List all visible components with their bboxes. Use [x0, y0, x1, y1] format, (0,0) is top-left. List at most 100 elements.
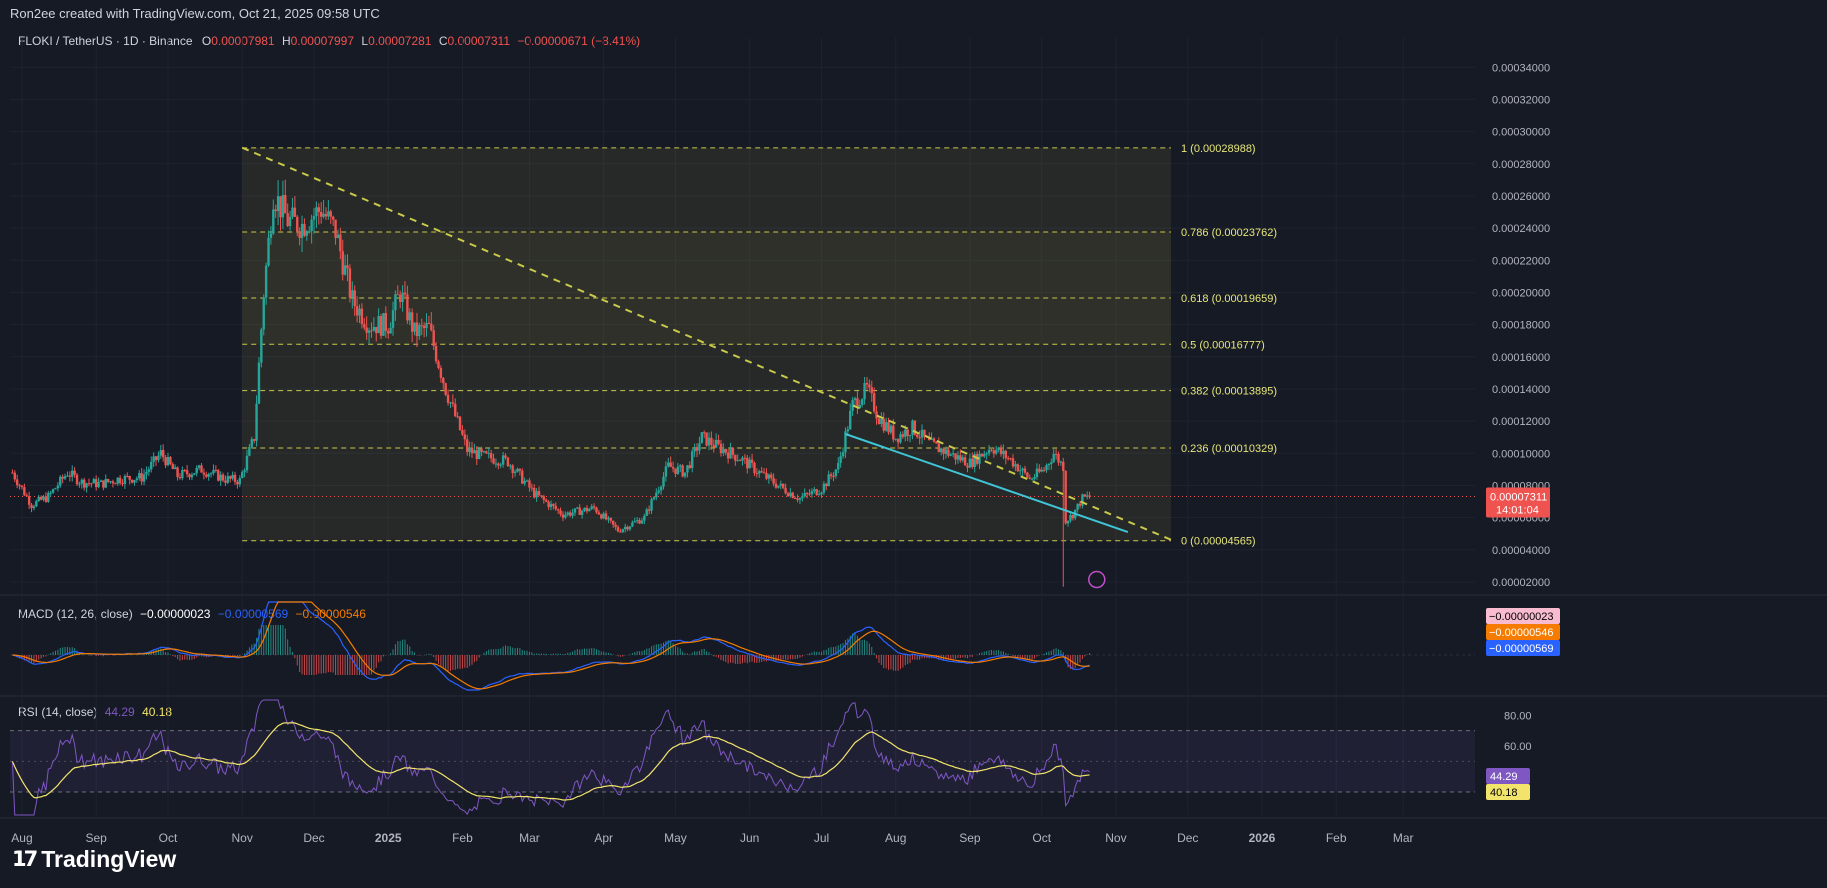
candle-body — [714, 439, 718, 448]
candle-body — [676, 466, 680, 474]
candle-body — [750, 459, 754, 463]
rsi-title[interactable]: RSI (14, close) — [18, 705, 98, 719]
candle-body — [743, 457, 747, 459]
candle-body — [90, 483, 93, 485]
candle-body — [401, 292, 404, 302]
candle-body — [54, 488, 57, 490]
tradingview-brand[interactable]: 𝟭𝟳 TradingView — [12, 846, 176, 873]
candle-body — [908, 435, 912, 437]
candle-body — [568, 512, 572, 516]
candle-body — [212, 469, 215, 474]
candle-body — [643, 515, 646, 521]
candle-body — [114, 483, 117, 485]
candle-body — [635, 520, 639, 522]
candle-body — [37, 496, 40, 501]
candle-body — [707, 437, 711, 446]
candle-body — [793, 497, 797, 499]
time-axis-label: Dec — [1177, 831, 1198, 845]
candle-body — [650, 499, 653, 511]
candle-body — [118, 477, 122, 484]
candle-body — [111, 481, 115, 484]
candle-body — [746, 457, 749, 469]
candle-body — [27, 496, 31, 505]
time-axis-label: Jul — [814, 831, 829, 845]
candle-body — [150, 461, 153, 470]
candle-body — [439, 367, 443, 378]
candle-body — [738, 460, 742, 462]
candle-body — [583, 507, 586, 511]
rsi-ma-line — [11, 722, 1090, 801]
candle-body — [561, 514, 565, 518]
macd-value-signal: −0.00000546 — [295, 607, 366, 621]
macd-title[interactable]: MACD (12, 26, close) — [18, 607, 133, 621]
time-axis-label: Mar — [1393, 831, 1414, 845]
candle-body — [597, 512, 601, 515]
candle-body — [1050, 462, 1053, 464]
candle-body — [688, 465, 692, 468]
candle-body — [600, 514, 603, 519]
candle-body — [880, 418, 883, 425]
candle-body — [664, 466, 668, 477]
candle-body — [884, 422, 888, 431]
candle-body — [1030, 478, 1034, 480]
candle-body — [190, 474, 194, 478]
candle-body — [23, 487, 26, 496]
candle-body — [607, 517, 610, 520]
candle-body — [647, 509, 651, 511]
candle-body — [657, 490, 660, 493]
price-axis-label: 0.00020000 — [1492, 287, 1550, 299]
candle-body — [121, 483, 124, 485]
candle-body — [789, 492, 792, 497]
candle-body — [805, 493, 809, 495]
candle-body — [245, 455, 249, 471]
candle-body — [11, 472, 14, 474]
candle-body — [494, 463, 498, 465]
candle-body — [777, 485, 780, 488]
symbol-title[interactable]: FLOKI / TetherUS · 1D · Binance — [18, 34, 193, 48]
candle-body — [324, 213, 328, 217]
candle-body — [104, 478, 107, 488]
candle-body — [803, 493, 806, 497]
candle-body — [604, 513, 608, 520]
candle-body — [473, 450, 476, 454]
alert-icon[interactable] — [1088, 570, 1106, 589]
time-axis-label: Aug — [885, 831, 906, 845]
candle-body — [674, 468, 677, 474]
candle-body — [1016, 464, 1019, 472]
candle-body — [1009, 458, 1012, 460]
candle-body — [15, 479, 19, 486]
candle-body — [1047, 463, 1051, 466]
candle-body — [73, 470, 76, 475]
candle-body — [315, 207, 318, 217]
candle-body — [602, 513, 605, 519]
candle-body — [758, 471, 761, 474]
candle-body — [456, 416, 459, 418]
candle-body — [178, 477, 182, 479]
candle-body — [138, 473, 141, 479]
candle-body — [810, 491, 814, 495]
candle-body — [1062, 461, 1065, 472]
candle-body — [159, 450, 163, 456]
candle-body — [652, 497, 656, 500]
candle-body — [1086, 495, 1089, 497]
candle-body — [849, 410, 852, 430]
time-axis-label: Oct — [159, 831, 178, 845]
candle-body — [671, 466, 675, 469]
candle-body — [47, 493, 50, 502]
candle-body — [655, 492, 658, 498]
candle-body — [999, 447, 1003, 455]
candle-body — [961, 457, 964, 461]
candle-body — [162, 450, 165, 458]
candle-body — [291, 207, 294, 217]
candle-body — [296, 216, 299, 232]
candle-body — [530, 487, 534, 489]
candle-body — [791, 492, 794, 498]
candle-body — [712, 444, 715, 448]
candle-body — [695, 447, 699, 451]
candle-body — [152, 456, 155, 462]
candle-body — [710, 437, 713, 445]
candle-body — [585, 507, 589, 512]
ohlc-close-label: C — [438, 34, 448, 48]
